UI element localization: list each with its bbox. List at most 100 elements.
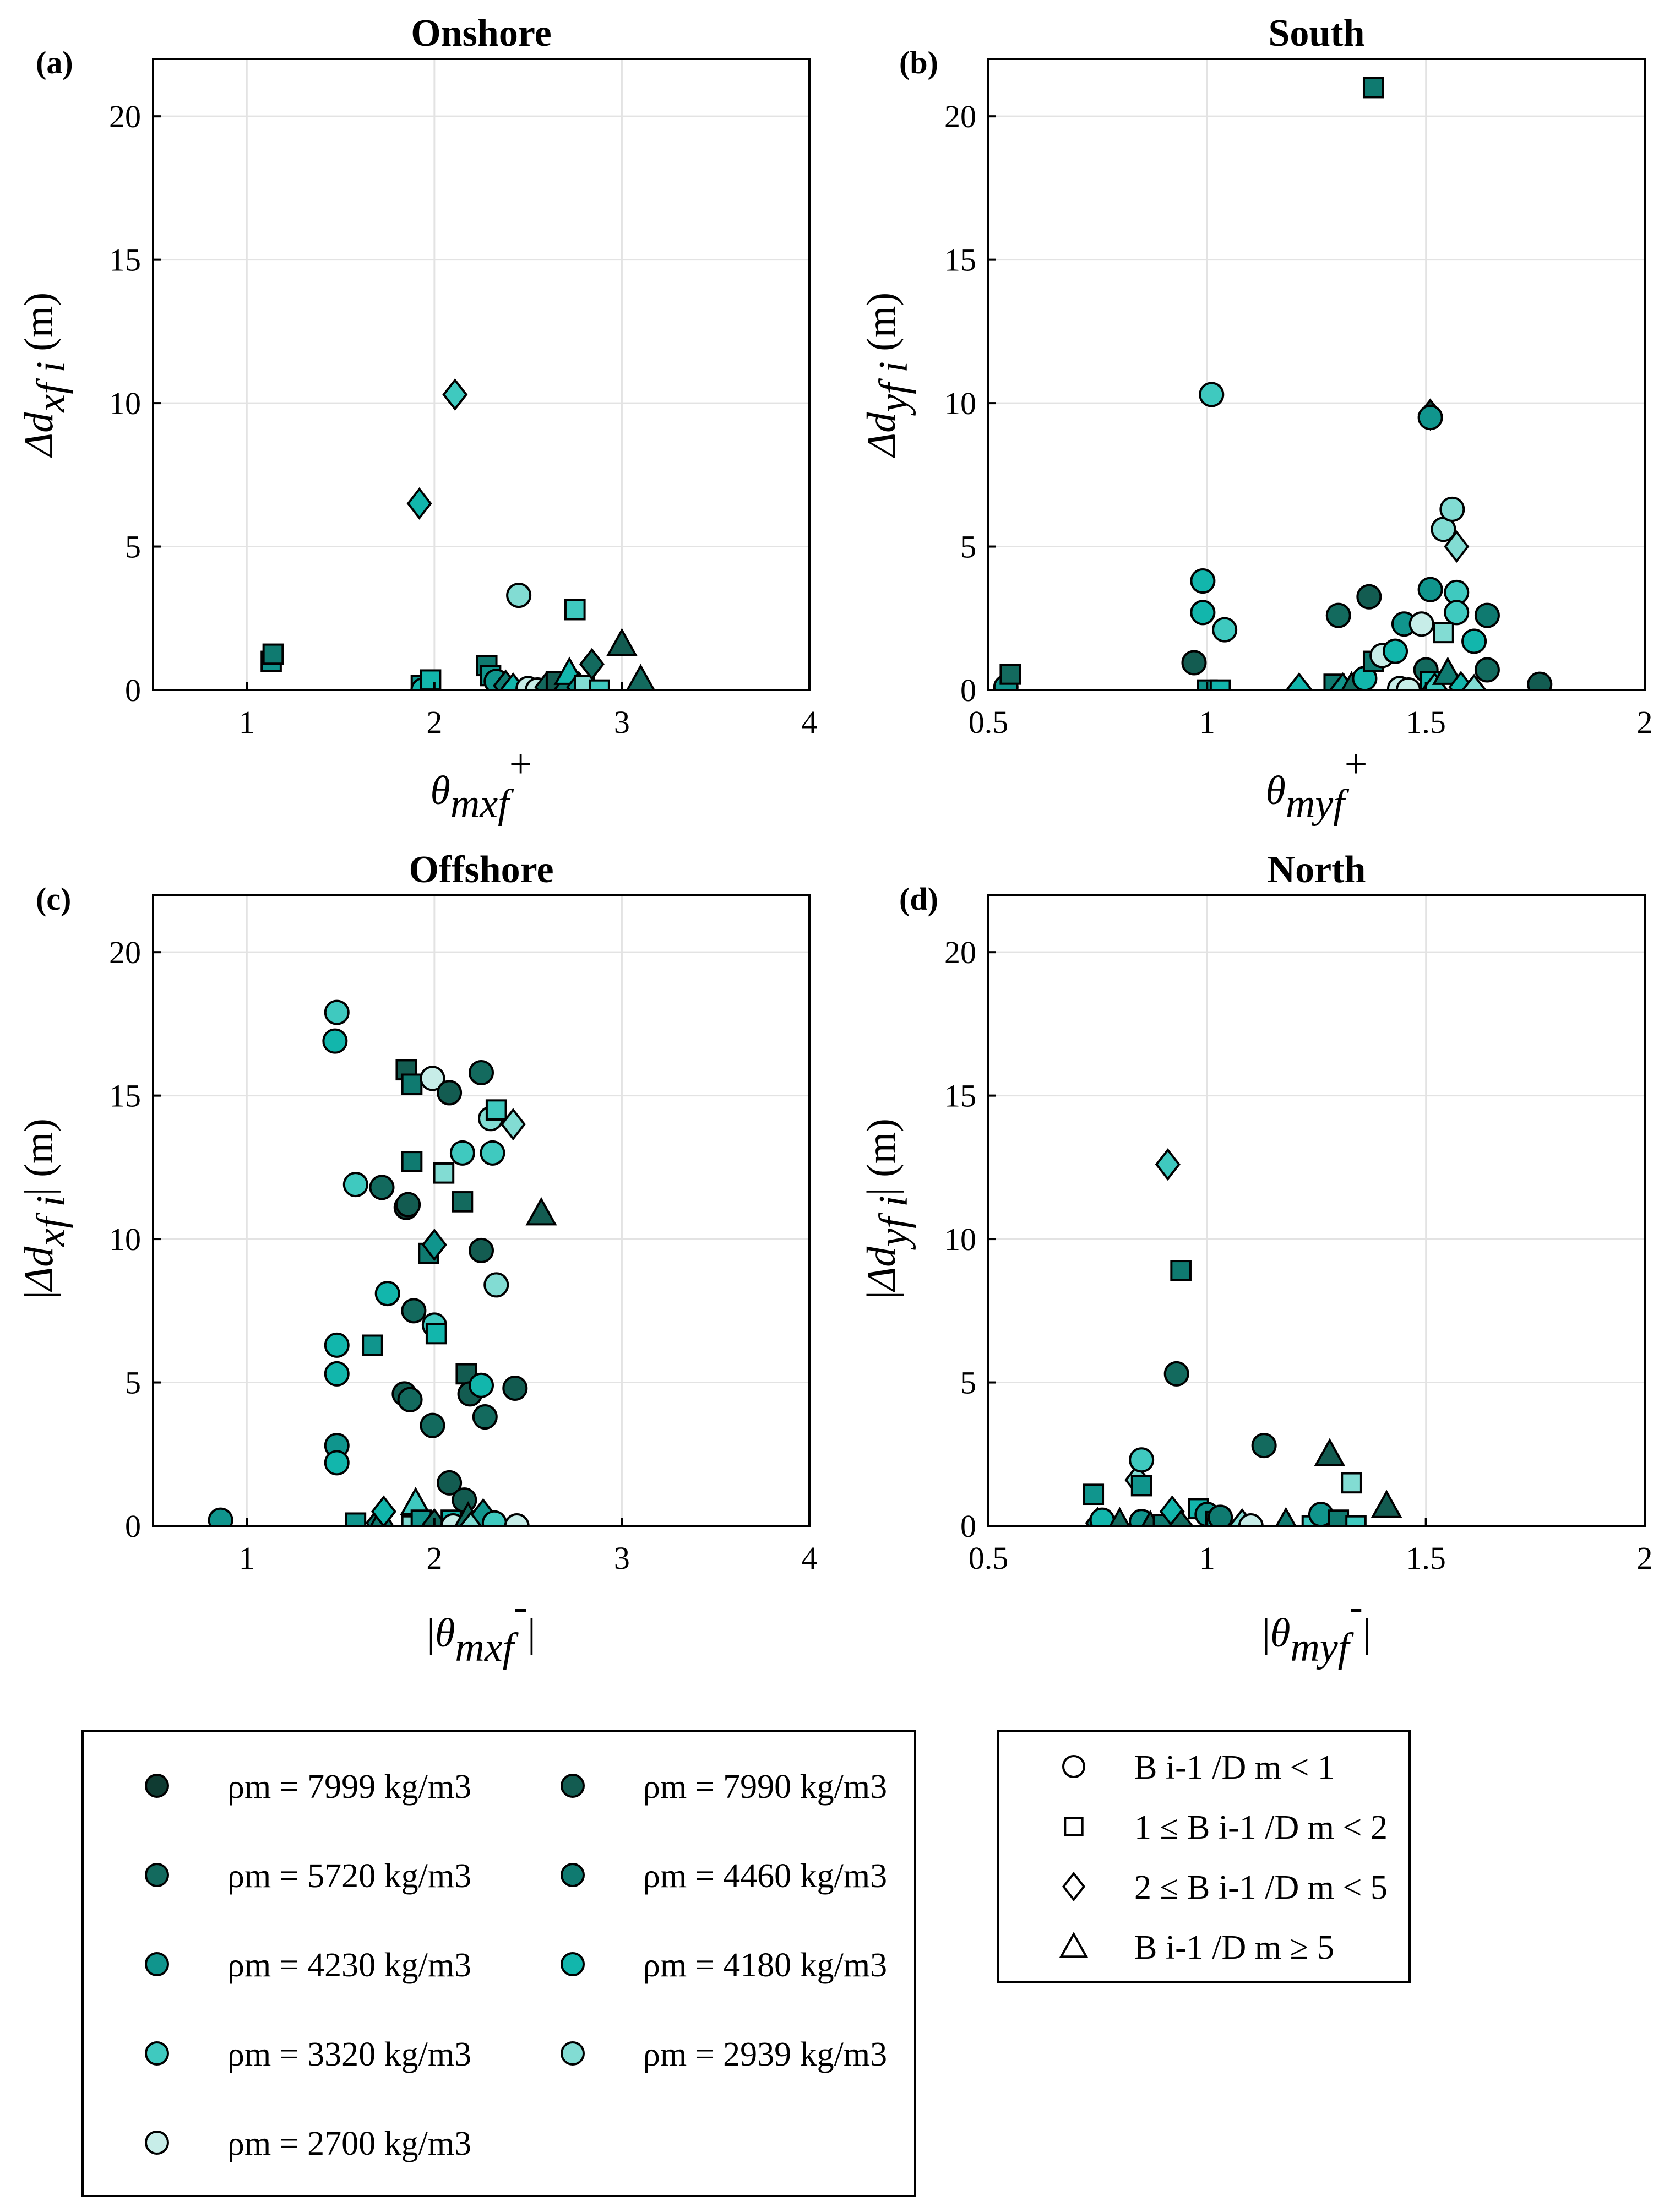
- data-point-circle: [472, 1404, 498, 1430]
- data-point-triangle: [606, 628, 638, 656]
- panel-title: Offshore: [409, 849, 553, 891]
- data-point-circle: [1190, 600, 1216, 626]
- x-tick-label: 1.5: [1406, 704, 1446, 740]
- panel-title: North: [1268, 849, 1366, 891]
- data-point-triangle: [1314, 1438, 1346, 1466]
- data-point-square: [589, 679, 610, 690]
- legend-shape-marker-diamond: [1062, 1871, 1086, 1902]
- legend-density-marker: [145, 2131, 169, 2155]
- data-point-circle: [1212, 617, 1238, 643]
- data-point-circle: [324, 1450, 350, 1476]
- data-point-circle: [322, 1028, 348, 1054]
- data-point-circle: [1251, 1433, 1277, 1459]
- legend-density-marker: [145, 2041, 169, 2066]
- data-point-circle: [324, 1332, 350, 1358]
- legend-density-label: ρm = 2700 kg/m3: [227, 2125, 471, 2162]
- x-axis-label: θmyf+: [1266, 742, 1368, 827]
- data-point-square: [999, 664, 1021, 685]
- data-point-square: [401, 1073, 423, 1095]
- legend-shape-label: 2 ≤ B i-1 /D m < 5: [1134, 1869, 1388, 1906]
- data-point-diamond: [1444, 530, 1470, 563]
- data-point-circle: [1439, 496, 1465, 522]
- data-point-circle: [374, 1281, 400, 1307]
- data-point-triangle: [1371, 1490, 1402, 1518]
- data-point-square: [1083, 1483, 1105, 1506]
- data-point-square: [401, 1151, 423, 1172]
- ticks-group: 1 2 3 4 0 5 10 15 20: [109, 934, 818, 1576]
- y-tick-label: 10: [944, 1221, 976, 1257]
- legend-density-label: ρm = 4230 kg/m3: [227, 1947, 471, 1984]
- data-point-diamond: [1461, 673, 1487, 690]
- shape-legend-items: B i-1 /D m < 1 1 ≤ B i-1 /D m < 2 2 ≤ B i-…: [1059, 1749, 1388, 1966]
- data-point-square: [1362, 77, 1384, 99]
- legend-density-label: ρm = 5720 kg/m3: [227, 1857, 471, 1895]
- legend-shape-marker-triangle: [1059, 1932, 1089, 1958]
- y-tick-label: 5: [960, 1365, 976, 1401]
- x-tick-label: 1: [239, 1540, 255, 1576]
- data-point-triangle: [1109, 1507, 1130, 1526]
- data-point-diamond: [579, 648, 605, 681]
- legend-density-marker: [561, 1863, 585, 1887]
- data-point-square: [362, 1334, 383, 1356]
- density-legend: ρm = 7999 kg/m3 ρm = 7990 kg/m3 ρm = 5720 …: [81, 1730, 916, 2197]
- density-legend-items: ρm = 7999 kg/m3 ρm = 7990 kg/m3 ρm = 5720 …: [145, 1768, 887, 2162]
- x-axis-label: |θmyf-|: [1262, 1584, 1371, 1670]
- y-axis-label: Δdyf i (m): [859, 292, 916, 458]
- data-point-square: [1433, 622, 1454, 644]
- data-point-circle: [1089, 1507, 1115, 1526]
- legend-density-marker: [145, 1863, 169, 1887]
- ticks-group: 1 2 3 4 0 5 10 15 20: [109, 99, 818, 740]
- data-point-circle: [369, 1175, 395, 1200]
- panel-title: South: [1268, 12, 1364, 55]
- y-tick-label: 10: [109, 1221, 141, 1257]
- panel-letter: (a): [36, 45, 73, 80]
- x-tick-label: 3: [614, 1540, 630, 1576]
- data-point-diamond: [406, 487, 432, 520]
- y-tick-label: 0: [960, 1508, 976, 1544]
- grid-group: [153, 895, 809, 1526]
- data-point-circle: [1129, 1447, 1155, 1473]
- legend-density-marker: [561, 1774, 585, 1798]
- data-point-circle: [395, 1192, 421, 1218]
- x-tick-label: 1: [239, 704, 255, 740]
- legend-shape-marker-square: [1064, 1817, 1084, 1836]
- axes-frame: [152, 894, 811, 1527]
- legend-density-marker: [145, 1952, 169, 1976]
- legend-density-label: ρm = 4460 kg/m3: [643, 1857, 887, 1895]
- data-point-circle: [1356, 584, 1382, 610]
- legend-density-marker: [145, 1774, 169, 1798]
- legend-density-marker: [561, 2041, 585, 2066]
- legend-density-marker: [561, 1952, 585, 1976]
- y-tick-label: 15: [109, 1078, 141, 1114]
- x-tick-label: 2: [426, 704, 442, 740]
- shape-legend: B i-1 /D m < 1 1 ≤ B i-1 /D m < 2 2 ≤ B i-…: [997, 1730, 1411, 1983]
- data-point-circle: [1325, 602, 1351, 628]
- data-point-circle: [1474, 602, 1500, 628]
- x-axis-label: θmxf+: [431, 742, 532, 827]
- data-point-triangle: [626, 664, 655, 690]
- data-point-circle: [1417, 405, 1443, 431]
- data-point-diamond: [421, 1229, 447, 1262]
- x-tick-label: 1: [1199, 704, 1215, 740]
- data-point-diamond: [371, 1495, 396, 1526]
- data-point-circle: [1238, 1513, 1264, 1526]
- data-point-diamond: [500, 1108, 526, 1141]
- legend-density-label: ρm = 7999 kg/m3: [227, 1768, 471, 1806]
- x-axis-label: |θmxf-|: [427, 1584, 536, 1670]
- data-point-circle: [502, 1375, 528, 1401]
- data-point-circle: [1181, 650, 1207, 676]
- panel-letter: (d): [899, 881, 938, 917]
- x-tick-label: 0.5: [969, 1540, 1009, 1576]
- data-point-circle: [1444, 600, 1470, 626]
- data-point-circle: [504, 1513, 530, 1526]
- data-point-circle: [506, 583, 532, 608]
- data-point-square: [1345, 1515, 1367, 1526]
- legend-shape-label: 1 ≤ B i-1 /D m < 2: [1134, 1809, 1388, 1846]
- legend-density-label: ρm = 3320 kg/m3: [227, 2036, 471, 2073]
- axes-frame: [987, 58, 1646, 691]
- y-tick-label: 10: [944, 385, 976, 421]
- legend-shape-label: B i-1 /D m ≥ 5: [1134, 1929, 1334, 1966]
